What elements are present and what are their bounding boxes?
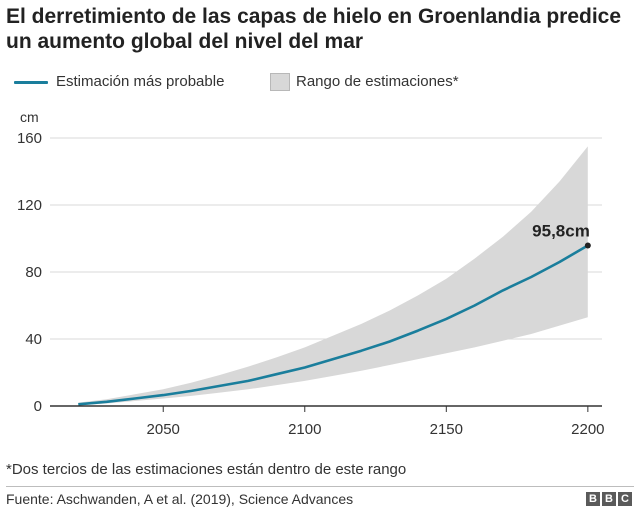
source-note: Fuente: Aschwanden, A et al. (2019), Sci… [6, 491, 354, 507]
range-area [78, 146, 588, 406]
axes [50, 405, 602, 412]
divider [6, 486, 634, 487]
y-tick-label: 120 [17, 197, 42, 214]
annotations: 95,8cm [532, 222, 591, 249]
bbc-logo-block: B [586, 492, 600, 506]
chart-title: El derretimiento de las capas de hielo e… [6, 5, 622, 53]
y-tick-label: 160 [17, 130, 42, 147]
y-tick-label: 0 [34, 398, 42, 415]
bbc-logo-block: C [618, 492, 632, 506]
sea-level-chart: 0 40 80 120 160 cm 2050 2100 2150 2200 95,8cm [17, 109, 605, 438]
legend-range-swatch [270, 73, 290, 91]
axis-labels: 0 40 80 120 160 cm 2050 2100 2150 2200 [17, 109, 605, 438]
x-tick-label: 2100 [288, 421, 321, 438]
legend-line-label: Estimación más probable [56, 73, 225, 90]
end-point-marker [584, 242, 591, 249]
x-tick-label: 2200 [571, 421, 604, 438]
legend: Estimación más probable Rango de estimac… [14, 72, 614, 94]
x-tick-label: 2050 [147, 421, 180, 438]
y-axis-label: cm [20, 109, 39, 125]
footnote: *Dos tercios de las estimaciones están d… [6, 461, 407, 478]
median-line [78, 244, 589, 406]
y-tick-label: 40 [25, 331, 42, 348]
legend-line-swatch [14, 81, 48, 84]
bbc-logo-block: B [602, 492, 616, 506]
legend-range-label: Rango de estimaciones* [296, 73, 459, 90]
bbc-logo: B B C [586, 492, 632, 506]
end-value-label: 95,8cm [532, 222, 590, 241]
y-tick-label: 80 [25, 264, 42, 281]
x-tick-label: 2150 [430, 421, 463, 438]
